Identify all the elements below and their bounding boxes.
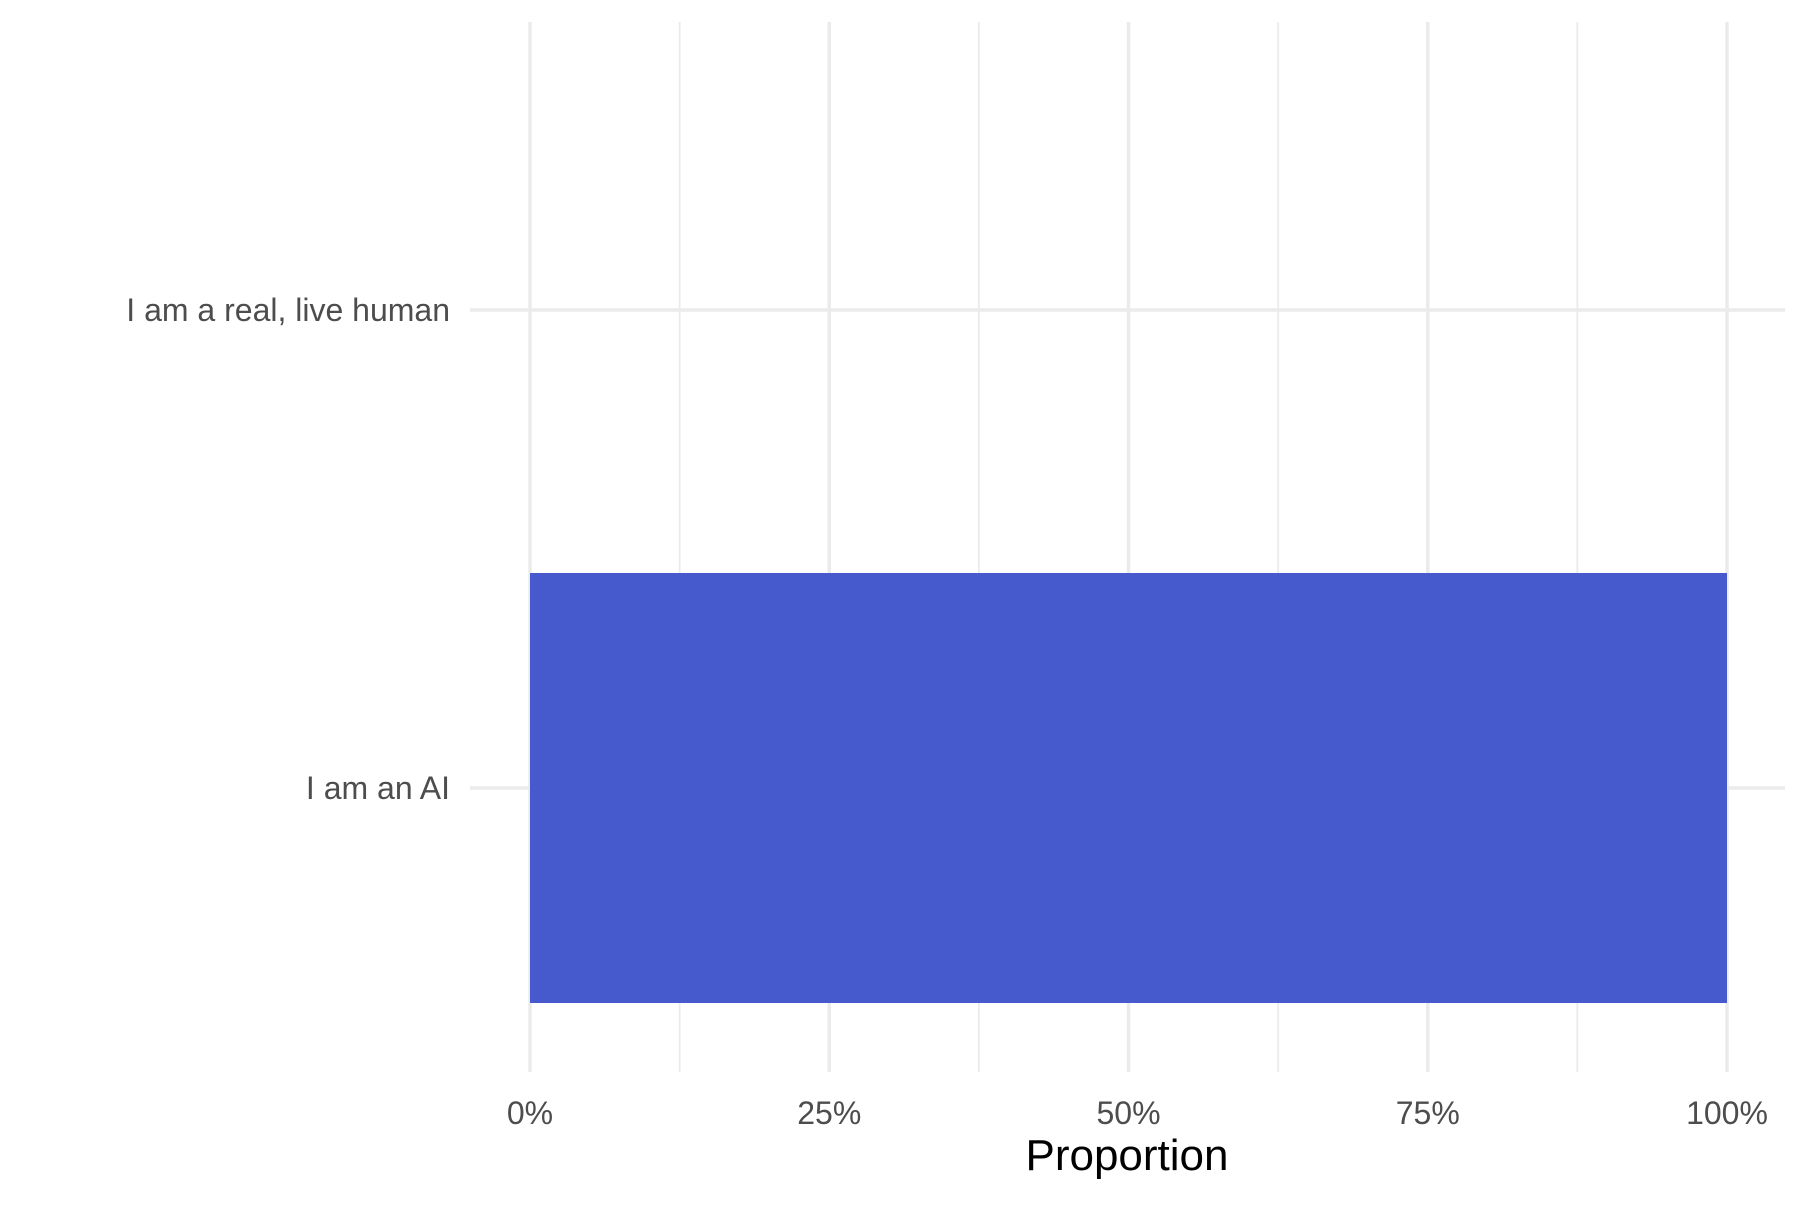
x-tick-label: 25% bbox=[797, 1095, 861, 1131]
x-tick-label: 0% bbox=[507, 1095, 553, 1131]
x-tick-labels: 0% 25% 50% 75% 100% bbox=[507, 1095, 1768, 1131]
x-tick-label: 50% bbox=[1096, 1095, 1160, 1131]
y-tick-label: I am an AI bbox=[306, 770, 450, 806]
x-tick-label: 100% bbox=[1686, 1095, 1768, 1131]
bar bbox=[530, 573, 1727, 1003]
y-tick-labels: I am a real, live human I am an AI bbox=[126, 292, 450, 806]
x-axis-title: Proportion bbox=[1025, 1131, 1228, 1180]
y-tick-label: I am a real, live human bbox=[126, 292, 450, 328]
bars bbox=[530, 573, 1727, 1003]
x-tick-label: 75% bbox=[1396, 1095, 1460, 1131]
